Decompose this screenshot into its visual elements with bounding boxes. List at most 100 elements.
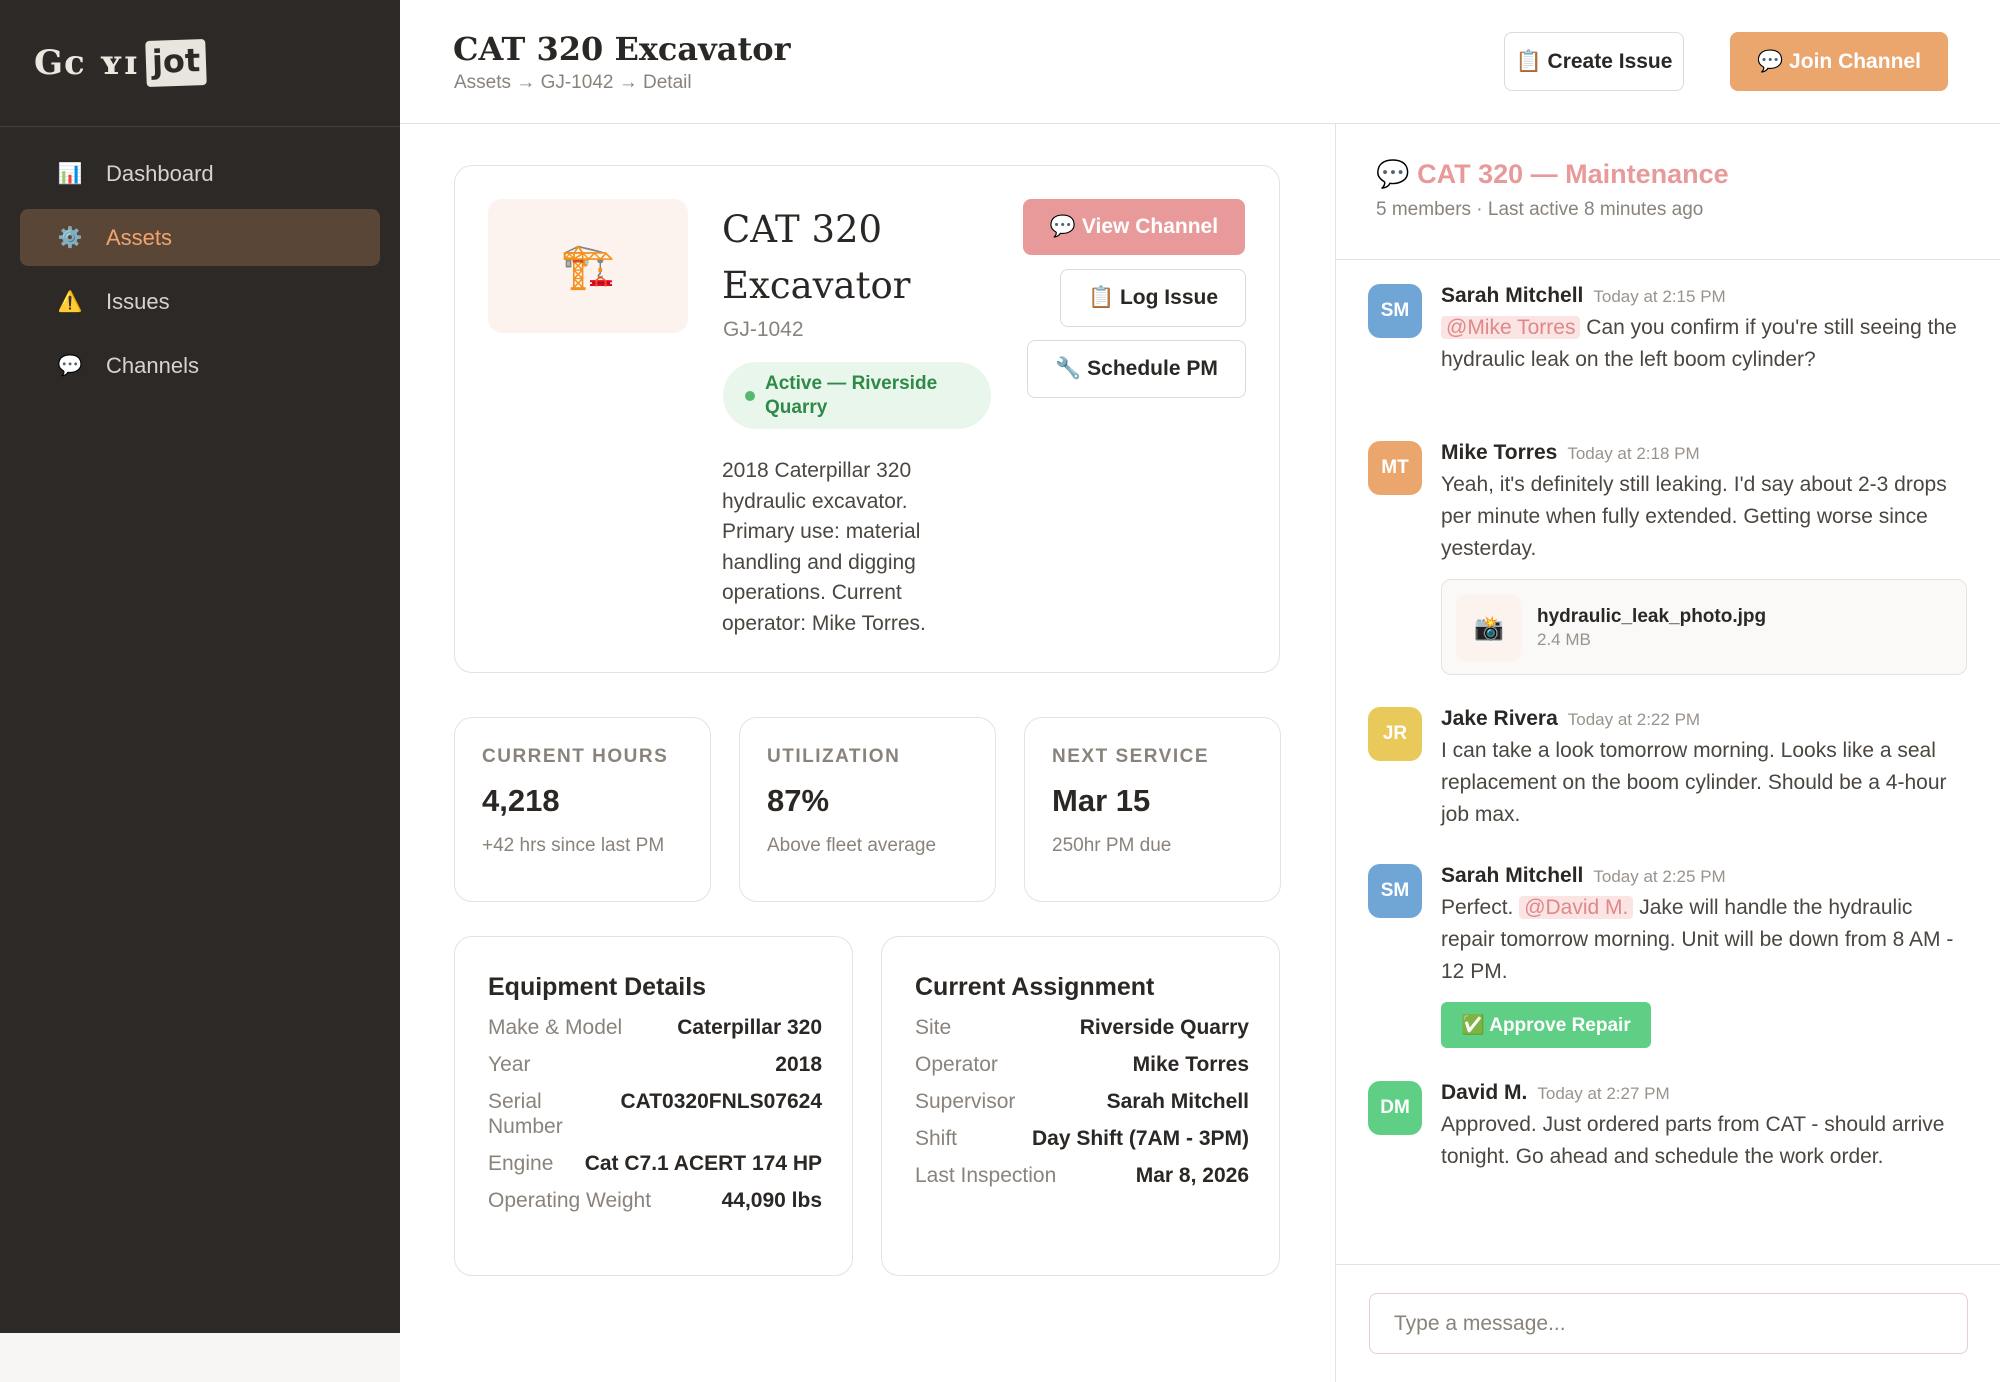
detail-value: Riverside Quarry: [1079, 1016, 1249, 1039]
message-text-pre: Perfect.: [1441, 896, 1520, 919]
avatar[interactable]: MT: [1368, 441, 1422, 495]
log-issue-button[interactable]: 📋 Log Issue: [1060, 269, 1246, 327]
detail-row: Supervisor Sarah Mitchell: [915, 1089, 1249, 1114]
channel-title[interactable]: 💬 CAT 320 — Maintenance: [1376, 159, 1729, 189]
detail-value: Sarah Mitchell: [1106, 1090, 1249, 1113]
message-text: @Mike Torres Can you confirm if you're s…: [1441, 312, 1968, 376]
avatar[interactable]: DM: [1368, 1081, 1422, 1135]
attachment-size: 2.4 MB: [1537, 630, 1591, 649]
sidebar-item-dashboard[interactable]: 📊 Dashboard: [20, 145, 380, 202]
approve-repair-button[interactable]: ✅ Approve Repair: [1441, 1002, 1651, 1048]
detail-row: Year 2018: [488, 1052, 822, 1077]
message-timestamp: Today at 2:25 PM: [1593, 867, 1726, 886]
main-content: 🏗️ CAT 320 Excavator GJ-1042 Active — Ri…: [400, 124, 1335, 1382]
detail-value: CAT0320FNLS07624: [620, 1090, 822, 1113]
user-mention[interactable]: @David M.: [1519, 896, 1634, 919]
message-author[interactable]: Jake Rivera: [1441, 707, 1558, 730]
logo-box: jot: [145, 38, 208, 88]
user-mention[interactable]: @Mike Torres: [1441, 316, 1581, 339]
current-assignment-title: Current Assignment: [915, 973, 1155, 1001]
equipment-details-card: Equipment Details Make & Model Caterpilla…: [454, 936, 853, 1276]
message-text: Perfect. @David M. Jake will handle the …: [1441, 892, 1968, 988]
sidebar-item-issues[interactable]: ⚠️ Issues: [20, 273, 380, 330]
message-header: Sarah Mitchell Today at 2:25 PM: [1441, 864, 1968, 888]
detail-row: Operating Weight 44,090 lbs: [488, 1188, 822, 1213]
avatar[interactable]: SM: [1368, 864, 1422, 918]
detail-row: Last Inspection Mar 8, 2026: [915, 1163, 1249, 1188]
detail-value: Mike Torres: [1132, 1053, 1249, 1076]
breadcrumb: Assets → GJ-1042 → Detail: [454, 72, 692, 93]
stat-value: Mar 15: [1052, 783, 1151, 818]
sidebar-item-label: Dashboard: [106, 160, 214, 186]
status-text: Active — Riverside Quarry: [765, 372, 938, 418]
avatar[interactable]: JR: [1368, 707, 1422, 761]
page-title: CAT 320 Excavator: [453, 30, 791, 68]
message-header: Jake Rivera Today at 2:22 PM: [1441, 707, 1968, 731]
message-author[interactable]: David M.: [1441, 1081, 1528, 1104]
asset-name: CAT 320 Excavator: [722, 208, 911, 307]
stat-label: NEXT SERVICE: [1052, 746, 1210, 767]
stat-subtext: 250hr PM due: [1052, 835, 1172, 856]
detail-label: Supervisor: [915, 1090, 1016, 1113]
message-input[interactable]: [1369, 1293, 1968, 1354]
message-timestamp: Today at 2:22 PM: [1567, 710, 1701, 729]
status-dot-icon: [745, 390, 755, 401]
channel-header: 💬 CAT 320 — Maintenance 5 members · Last…: [1336, 124, 2000, 260]
detail-row: Operator Mike Torres: [915, 1052, 1249, 1077]
stat-subtext: +42 hrs since last PM: [482, 835, 665, 856]
channel-subtitle: 5 members · Last active 8 minutes ago: [1376, 199, 1704, 220]
message-header: Mike Torres Today at 2:18 PM: [1441, 441, 1968, 465]
message-timestamp: Today at 2:18 PM: [1567, 444, 1700, 463]
message-timestamp: Today at 2:27 PM: [1537, 1084, 1670, 1103]
detail-value: Caterpillar 320: [677, 1016, 822, 1039]
detail-label: Make & Model: [488, 1016, 623, 1039]
message-body: Mike Torres Today at 2:18 PM Yeah, it's d…: [1441, 441, 1968, 675]
stat-card-current-hours: CURRENT HOURS 4,218 +42 hrs since last P…: [454, 717, 711, 902]
message-text-body: Can you confirm if you're still seeing t…: [1441, 316, 1957, 371]
message-text: Approved. Just ordered parts from CAT - …: [1441, 1113, 1945, 1168]
detail-row: Make & Model Caterpillar 320: [488, 1015, 822, 1040]
detail-value: Day Shift (7AM - 3PM): [1031, 1127, 1249, 1150]
detail-label: Site: [915, 1016, 952, 1039]
detail-row: Site Riverside Quarry: [915, 1015, 1249, 1040]
message-author[interactable]: Sarah Mitchell: [1441, 284, 1584, 307]
speech-bubble-icon: 💬: [57, 355, 83, 377]
warning-icon: ⚠️: [57, 291, 83, 313]
detail-label: Shift: [915, 1127, 958, 1150]
stat-value: 87%: [767, 783, 830, 818]
message-author[interactable]: Sarah Mitchell: [1441, 864, 1584, 887]
logo[interactable]: Gc ʏɪ jot: [0, 0, 400, 127]
message-author[interactable]: Mike Torres: [1441, 441, 1558, 464]
crane-icon: 🏗️: [488, 199, 688, 333]
attachment-name: hydraulic_leak_photo.jpg: [1537, 606, 1767, 627]
message-text: Yeah, it's definitely still leaking. I'd…: [1441, 473, 1947, 560]
detail-value: Mar 8, 2026: [1135, 1164, 1249, 1187]
detail-value: 44,090 lbs: [721, 1189, 822, 1212]
detail-row: Serial Number CAT0320FNLS07624: [488, 1089, 822, 1139]
sidebar-item-channels[interactable]: 💬 Channels: [20, 337, 380, 394]
avatar[interactable]: SM: [1368, 284, 1422, 338]
asset-description: 2018 Caterpillar 320 hydraulic excavator…: [722, 459, 926, 635]
message-body: Sarah Mitchell Today at 2:15 PM @Mike Tor…: [1441, 284, 1968, 376]
message-text: I can take a look tomorrow morning. Look…: [1441, 739, 1947, 826]
sidebar-item-label: Issues: [106, 288, 170, 314]
sidebar-item-assets[interactable]: ⚙️ Assets: [20, 209, 380, 266]
create-issue-button[interactable]: 📋 Create Issue: [1504, 32, 1684, 91]
top-header: CAT 320 Excavator Assets → GJ-1042 → Det…: [400, 0, 2000, 124]
detail-label: Engine: [488, 1152, 554, 1175]
sidebar-item-label: Assets: [106, 224, 173, 250]
join-channel-button[interactable]: 💬 Join Channel: [1730, 32, 1948, 91]
equipment-details-list: Make & Model Caterpillar 320 Year 2018 Ser…: [488, 1015, 822, 1225]
equipment-details-title: Equipment Details: [488, 973, 707, 1001]
view-channel-button[interactable]: 💬 View Channel: [1023, 199, 1245, 255]
current-assignment-list: Site Riverside Quarry Operator Mike Torres…: [915, 1015, 1249, 1200]
file-attachment[interactable]: 📸 hydraulic_leak_photo.jpg 2.4 MB: [1441, 579, 1967, 675]
message-timestamp: Today at 2:15 PM: [1593, 287, 1726, 306]
message-body: David M. Today at 2:27 PM Approved. Just …: [1441, 1081, 1968, 1173]
status-badge: Active — Riverside Quarry: [723, 362, 991, 429]
detail-label: Last Inspection: [915, 1164, 1057, 1187]
detail-label: Operator: [915, 1053, 998, 1076]
camera-icon: 📸: [1456, 595, 1522, 661]
stat-value: 4,218: [482, 783, 560, 818]
schedule-pm-button[interactable]: 🔧 Schedule PM: [1027, 340, 1246, 398]
